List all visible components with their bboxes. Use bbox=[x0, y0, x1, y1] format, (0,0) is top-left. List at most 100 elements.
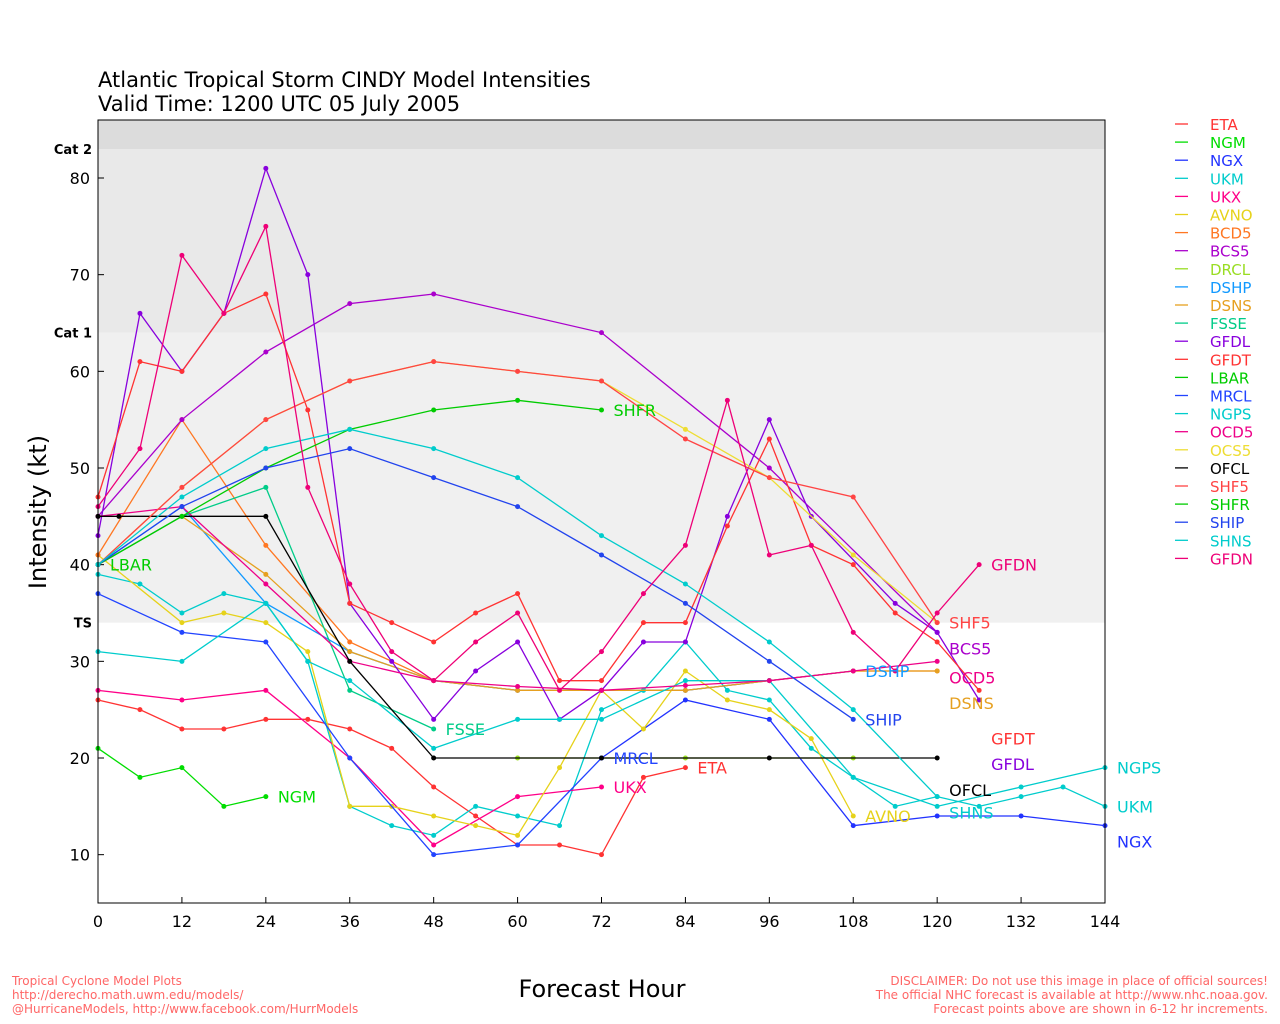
band-cat-1 bbox=[98, 149, 1105, 333]
x-tick-label: 0 bbox=[93, 912, 103, 931]
legend-entry-ukx: UKX bbox=[1210, 188, 1241, 206]
legend-entry-gfdl: GFDL bbox=[1210, 333, 1251, 351]
band-label: TS bbox=[74, 617, 92, 632]
y-tick-label: 60 bbox=[70, 362, 90, 381]
data-point-ukm bbox=[599, 707, 604, 713]
footer-left: Tropical Cyclone Model Plots http://dere… bbox=[11, 974, 358, 1016]
category-bands: TS Cat 1 Cat 2 bbox=[54, 120, 1105, 632]
data-point-ukm bbox=[892, 803, 898, 809]
data-point-ngps bbox=[305, 658, 311, 664]
series-label-dsns: DSNS bbox=[949, 694, 994, 713]
data-point-eta bbox=[221, 726, 227, 732]
data-point-gfdn bbox=[137, 446, 143, 452]
data-point-avno bbox=[850, 813, 856, 819]
series-label-mrcl: MRCL bbox=[614, 749, 658, 768]
data-point-eta bbox=[389, 745, 395, 751]
disclaimer-line: Forecast points above are shown in 6-12 … bbox=[933, 1002, 1268, 1016]
series-label-ukm: UKM bbox=[1117, 797, 1153, 816]
data-point-gfdt bbox=[682, 620, 688, 626]
legend-entry-ship: SHIP bbox=[1210, 514, 1244, 532]
series-label-ngm: NGM bbox=[278, 788, 316, 807]
data-point-gfdn bbox=[347, 581, 353, 587]
data-point-shns bbox=[682, 581, 688, 587]
legend: ETANGMNGXUKMUKXAVNOBCD5BCS5DRCLDSHPDSNSF… bbox=[1175, 116, 1253, 568]
data-point-gfdl bbox=[640, 639, 646, 645]
data-point-ngps bbox=[179, 658, 185, 664]
data-point-ukm bbox=[137, 581, 143, 587]
x-tick-label: 108 bbox=[838, 912, 869, 931]
data-point-shf5 bbox=[934, 620, 940, 626]
data-point-mrcl bbox=[431, 852, 437, 858]
series-line-eta bbox=[97, 699, 686, 856]
data-point-shf5 bbox=[263, 417, 269, 423]
data-point-gfdl bbox=[515, 639, 521, 645]
data-point-gfdl bbox=[682, 639, 688, 645]
data-point-gfdn bbox=[640, 591, 646, 597]
data-point-gfdn bbox=[808, 542, 814, 548]
data-point-mrcl bbox=[347, 755, 353, 761]
legend-entry-fsse: FSSE bbox=[1210, 315, 1247, 333]
data-point-ukm bbox=[515, 813, 521, 819]
data-point-gfdt bbox=[431, 639, 437, 645]
data-point-fsse bbox=[263, 484, 269, 490]
footer-right: DISCLAIMER: Do not use this image in pla… bbox=[875, 974, 1268, 1016]
footer-left-line: @HurricaneModels, http://www.facebook.co… bbox=[12, 1002, 358, 1016]
data-point-shns bbox=[850, 707, 856, 713]
data-point-shns bbox=[347, 426, 353, 432]
data-point-shf5 bbox=[682, 436, 688, 442]
data-point-ocd5 bbox=[515, 683, 521, 689]
data-point-bcs5 bbox=[263, 349, 269, 355]
legend-entry-avno: AVNO bbox=[1210, 207, 1253, 225]
data-point-shns bbox=[766, 639, 772, 645]
series-label-shns: SHNS bbox=[949, 804, 993, 823]
data-point-ngm bbox=[263, 794, 269, 800]
data-point-eta bbox=[179, 726, 185, 732]
data-point-eta bbox=[347, 726, 353, 732]
data-point-shf5 bbox=[347, 378, 353, 384]
series-label-ngps: NGPS bbox=[1117, 759, 1161, 778]
x-tick-label: 36 bbox=[340, 912, 360, 931]
data-point-ukm bbox=[431, 832, 437, 838]
data-point-ukm bbox=[221, 591, 227, 597]
data-point-ukm bbox=[766, 697, 772, 703]
data-point-ofcl bbox=[347, 658, 353, 664]
data-point-shns bbox=[431, 446, 437, 452]
data-point-shf5 bbox=[515, 368, 521, 374]
data-point-ngx bbox=[766, 716, 772, 722]
data-point-ukm bbox=[1060, 784, 1066, 790]
disclaimer-line: DISCLAIMER: Do not use this image in pla… bbox=[890, 974, 1268, 988]
legend-entry-eta: ETA bbox=[1210, 116, 1238, 134]
legend-entry-mrcl: MRCL bbox=[1210, 388, 1252, 406]
data-point-gfdn bbox=[557, 687, 563, 693]
series-label-ukx: UKX bbox=[614, 778, 647, 797]
data-point-gfdn bbox=[179, 252, 185, 258]
data-point-bcs5 bbox=[766, 465, 772, 471]
series-line-gfdn bbox=[97, 224, 980, 692]
data-point-ukx bbox=[599, 784, 604, 790]
data-point-ocd5 bbox=[263, 581, 269, 587]
data-point-gfdt bbox=[557, 678, 563, 684]
legend-entry-shfr: SHFR bbox=[1210, 496, 1250, 514]
data-point-dsns bbox=[347, 649, 353, 655]
legend-entry-ocs5: OCS5 bbox=[1210, 442, 1251, 460]
legend-entry-ocd5: OCD5 bbox=[1210, 424, 1253, 442]
series-line-ship bbox=[97, 447, 854, 720]
data-point-ngps bbox=[682, 678, 688, 684]
x-tick-label: 144 bbox=[1090, 912, 1121, 931]
data-point-eta bbox=[263, 716, 269, 722]
data-point-avno bbox=[431, 813, 437, 819]
data-point-gfdt bbox=[724, 523, 730, 529]
data-point-avno bbox=[179, 620, 185, 626]
series-label-ofcl: OFCL bbox=[949, 781, 991, 800]
data-point-gfdt bbox=[976, 687, 982, 693]
data-point-gfdn bbox=[305, 484, 311, 490]
data-point-ship bbox=[599, 552, 604, 558]
data-point-dsns bbox=[515, 687, 521, 693]
data-point-gfdt bbox=[892, 610, 898, 616]
data-point-gfdl bbox=[766, 417, 772, 423]
data-point-gfdn bbox=[515, 610, 521, 616]
data-point-ngps bbox=[599, 716, 604, 722]
data-point-gfdt bbox=[305, 407, 311, 413]
legend-entry-ngps: NGPS bbox=[1210, 406, 1251, 424]
series-line-mrcl bbox=[97, 593, 602, 856]
